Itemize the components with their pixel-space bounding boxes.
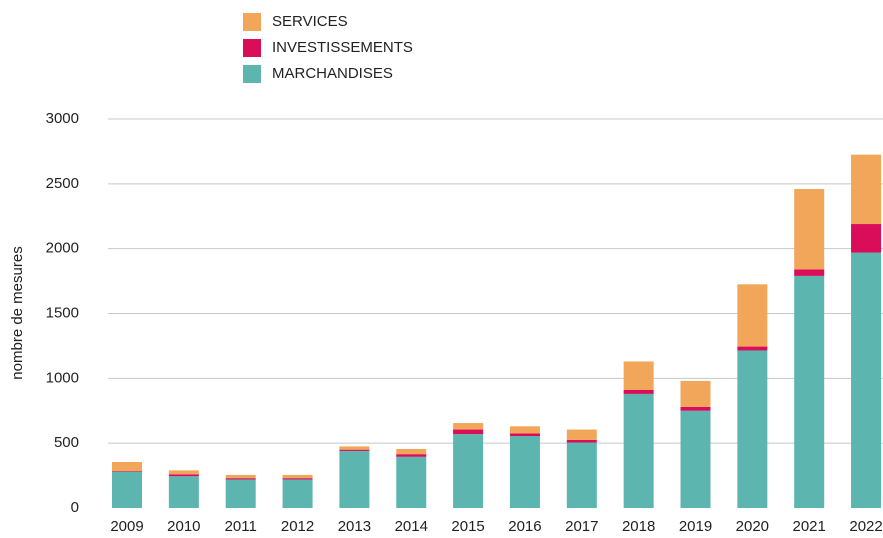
bar-segment: [282, 478, 313, 480]
x-tick-label: 2021: [793, 518, 826, 535]
y-tick-label: 2000: [46, 240, 79, 257]
bar-segment: [225, 479, 256, 508]
bar-segment: [112, 471, 142, 472]
x-tick-label: 2017: [565, 518, 598, 535]
bar-segment: [396, 449, 427, 455]
bar-segment: [509, 426, 540, 434]
x-tick-label: 2015: [451, 518, 484, 535]
legend-label: INVESTISSEMENTS: [272, 39, 413, 56]
legend-swatch: [243, 65, 261, 83]
legend-label: MARCHANDISES: [272, 65, 393, 82]
bar-segment: [509, 433, 540, 437]
legend-swatch: [243, 39, 261, 57]
bar-segment: [112, 471, 142, 508]
y-axis-label: nombre de mesures: [9, 246, 26, 379]
x-tick-label: 2020: [736, 518, 769, 535]
bar-segment: [737, 350, 768, 508]
bar-segment: [225, 474, 256, 479]
x-tick-label: 2018: [622, 518, 655, 535]
bar-segment: [794, 269, 825, 276]
bar-segment: [453, 429, 484, 435]
bar-segment: [339, 450, 370, 508]
bar-segment: [168, 470, 199, 475]
bar-segment: [623, 361, 654, 391]
bar-segment: [112, 461, 142, 472]
x-tick-label: 2012: [281, 518, 314, 535]
bar-segment: [851, 252, 882, 508]
bar-segment: [453, 423, 484, 430]
bar-segment: [453, 434, 484, 508]
y-tick-label: 2500: [46, 175, 79, 192]
x-tick-label: 2010: [167, 518, 200, 535]
bar-segment: [680, 410, 711, 508]
bar-segment: [566, 429, 597, 440]
y-tick-label: 3000: [46, 110, 79, 127]
bar-segment: [851, 154, 882, 225]
bar-segment: [680, 406, 711, 411]
bar-segment: [282, 479, 313, 508]
bar-segment: [168, 474, 199, 477]
bar-segment: [794, 189, 825, 270]
x-tick-label: 2016: [508, 518, 541, 535]
y-tick-label: 500: [54, 434, 79, 451]
bar-segment: [282, 474, 313, 479]
bar-segment: [339, 449, 370, 451]
bar-segment: [396, 456, 427, 508]
bar-segment: [396, 454, 427, 457]
bar-segment: [737, 346, 768, 351]
bar-segment: [509, 436, 540, 508]
x-tick-label: 2022: [849, 518, 882, 535]
x-tick-label: 2019: [679, 518, 712, 535]
y-tick-label: 0: [71, 499, 79, 516]
x-tick-label: 2013: [338, 518, 371, 535]
legend-label: SERVICES: [272, 13, 348, 30]
bar-segment: [168, 476, 199, 508]
bar-segment: [623, 390, 654, 394]
bar-segment: [339, 446, 370, 450]
y-tick-label: 1000: [46, 369, 79, 386]
bar-segment: [225, 478, 256, 480]
bar-segment: [566, 442, 597, 508]
bar-segment: [794, 275, 825, 508]
y-tick-label: 1500: [46, 304, 79, 321]
bar-segment: [737, 284, 768, 347]
x-tick-label: 2011: [225, 518, 257, 535]
bar-segment: [680, 380, 711, 407]
bar-segment: [851, 224, 882, 253]
bar-segment: [623, 393, 654, 508]
bar-segment: [566, 439, 597, 443]
legend-swatch: [243, 13, 261, 31]
x-tick-label: 2009: [110, 518, 143, 535]
x-tick-label: 2014: [395, 518, 428, 535]
